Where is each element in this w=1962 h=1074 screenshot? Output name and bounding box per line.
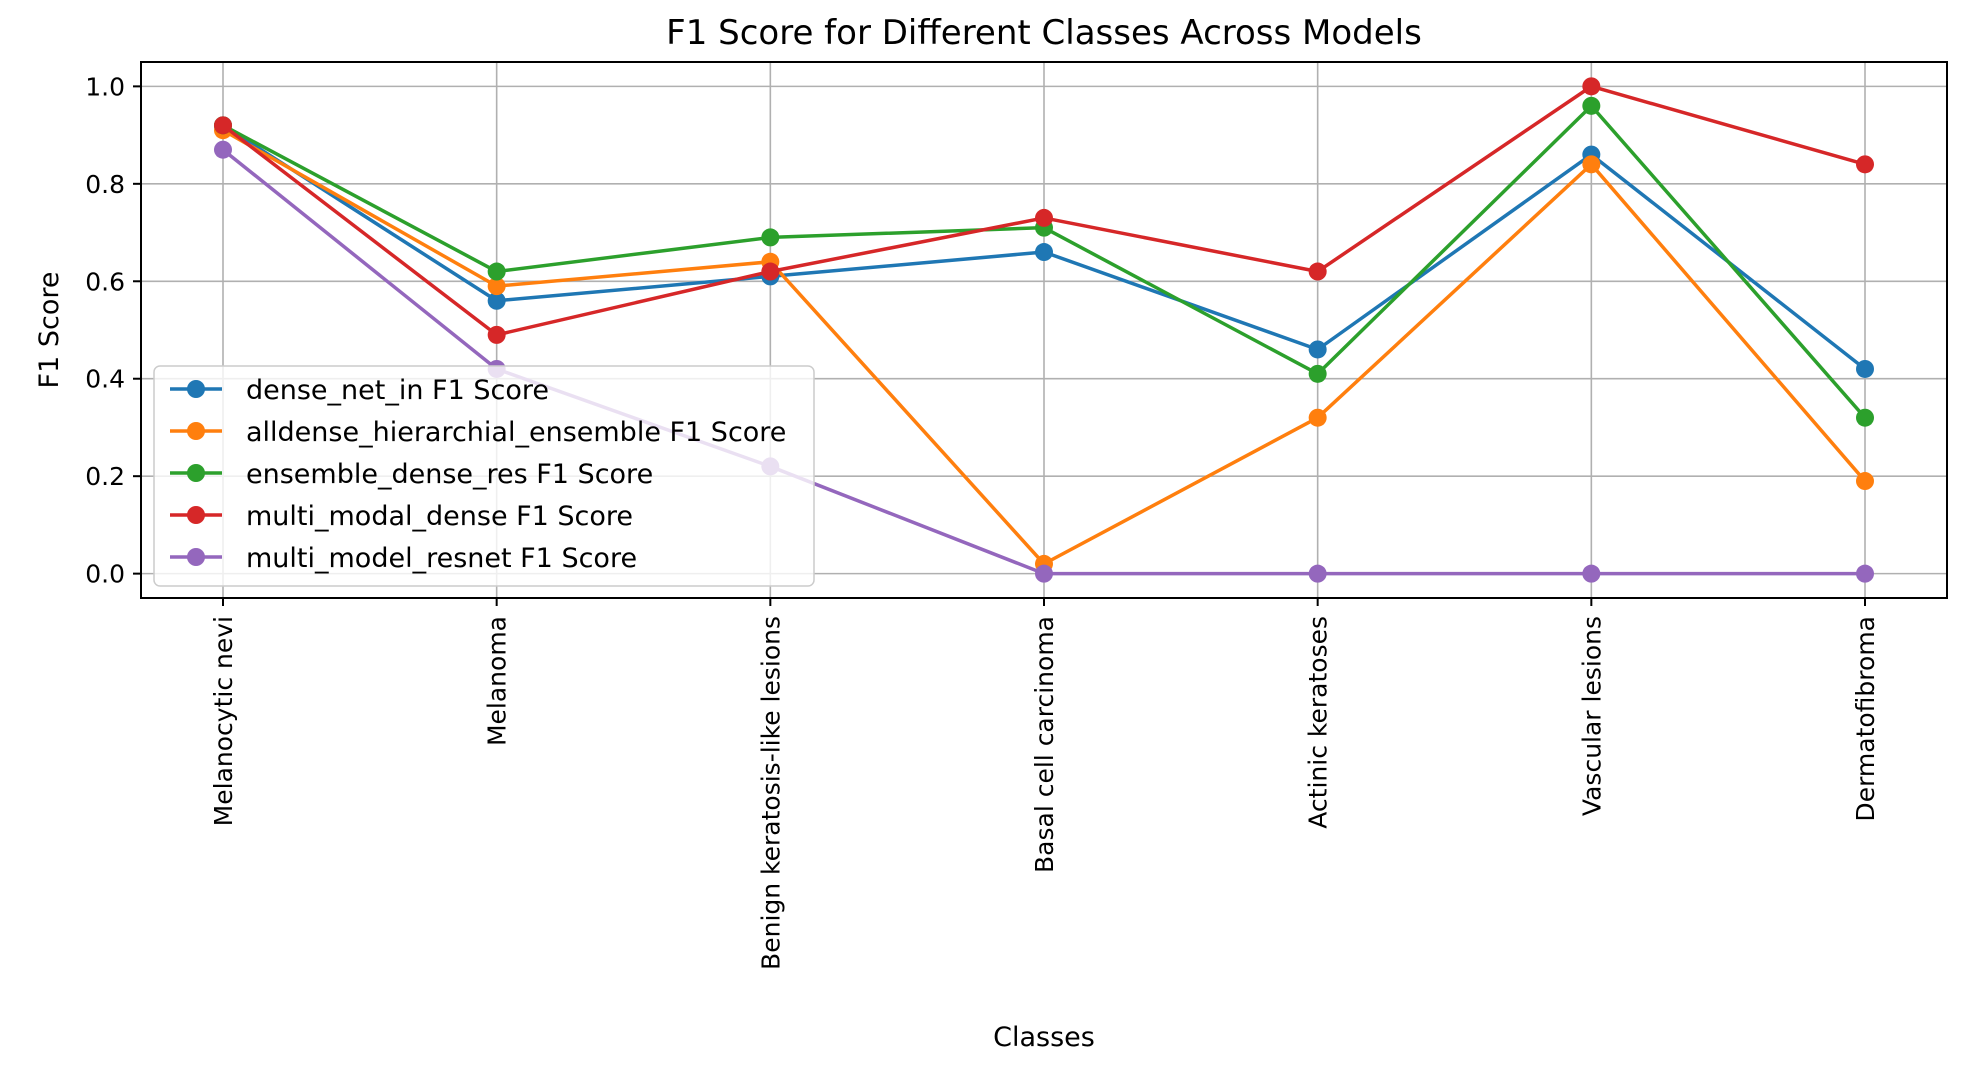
x-tick-label: Melanoma <box>483 616 512 746</box>
x-axis-label: Classes <box>993 1022 1095 1053</box>
y-axis-label: F1 Score <box>34 272 65 389</box>
legend-swatch-marker <box>187 506 205 524</box>
series-2-point <box>487 277 506 296</box>
legend-label: alldense_hierarchial_ensemble F1 Score <box>246 417 786 448</box>
series-5-point <box>1308 564 1327 583</box>
series-2-point <box>1582 155 1601 174</box>
tick-layer: Melanocytic nevi Melanoma Benign keratosis… <box>85 72 1880 970</box>
series-5-point <box>1856 564 1874 583</box>
y-tick-label: 0.8 <box>85 170 125 199</box>
series-3-point <box>1856 408 1874 427</box>
x-tick-label: Vascular lesions <box>1577 616 1606 816</box>
series-3-point <box>761 228 780 247</box>
series-4-point <box>214 116 232 135</box>
x-tick-label: Benign keratosis-like lesions <box>756 616 785 970</box>
legend: dense_net_in F1 Score alldense_hierarchia… <box>153 365 815 587</box>
legend-swatch-marker <box>187 548 205 566</box>
x-tick-label: Actinic keratoses <box>1304 616 1333 829</box>
series-5-point <box>1582 564 1601 583</box>
series-4-point <box>1856 155 1874 174</box>
y-tick-label: 0.0 <box>85 560 125 589</box>
legend-swatch-marker <box>187 464 205 482</box>
legend-label: multi_modal_dense F1 Score <box>246 501 633 532</box>
series-3-point <box>487 262 506 281</box>
series-1-point <box>1856 359 1874 378</box>
series-4-point <box>1035 208 1053 227</box>
series-1-point <box>1035 243 1053 262</box>
series-4-point <box>761 262 780 281</box>
legend-label: ensemble_dense_res F1 Score <box>246 459 653 490</box>
series-layer <box>214 77 1874 583</box>
y-tick-label: 0.6 <box>85 267 125 296</box>
series-5-point <box>1035 564 1053 583</box>
series-3-point <box>1582 96 1601 115</box>
chart-title: F1 Score for Different Classes Across Mo… <box>666 13 1422 53</box>
x-tick-label: Basal cell carcinoma <box>1030 616 1059 873</box>
series-4-point <box>1308 262 1327 281</box>
series-1-point <box>487 291 506 310</box>
legend-label: dense_net_in F1 Score <box>246 375 549 406</box>
series-4-point <box>487 325 506 344</box>
x-tick-label: Melanocytic nevi <box>209 616 238 826</box>
series-2-point <box>1856 472 1874 491</box>
legend-swatch-marker <box>187 380 205 398</box>
legend-label: multi_model_resnet F1 Score <box>246 543 637 574</box>
legend-box <box>153 365 815 587</box>
legend-swatch-marker <box>187 422 205 440</box>
series-2-point <box>1308 408 1327 427</box>
y-tick-label: 0.4 <box>85 365 125 394</box>
series-3-point <box>1308 364 1327 383</box>
y-tick-label: 1.0 <box>85 72 125 101</box>
series-5-point <box>214 140 232 159</box>
series-1-point <box>1308 340 1327 359</box>
x-tick-label: Dermatofibroma <box>1851 616 1880 822</box>
y-tick-label: 0.2 <box>85 462 125 491</box>
series-4-point <box>1582 77 1601 96</box>
